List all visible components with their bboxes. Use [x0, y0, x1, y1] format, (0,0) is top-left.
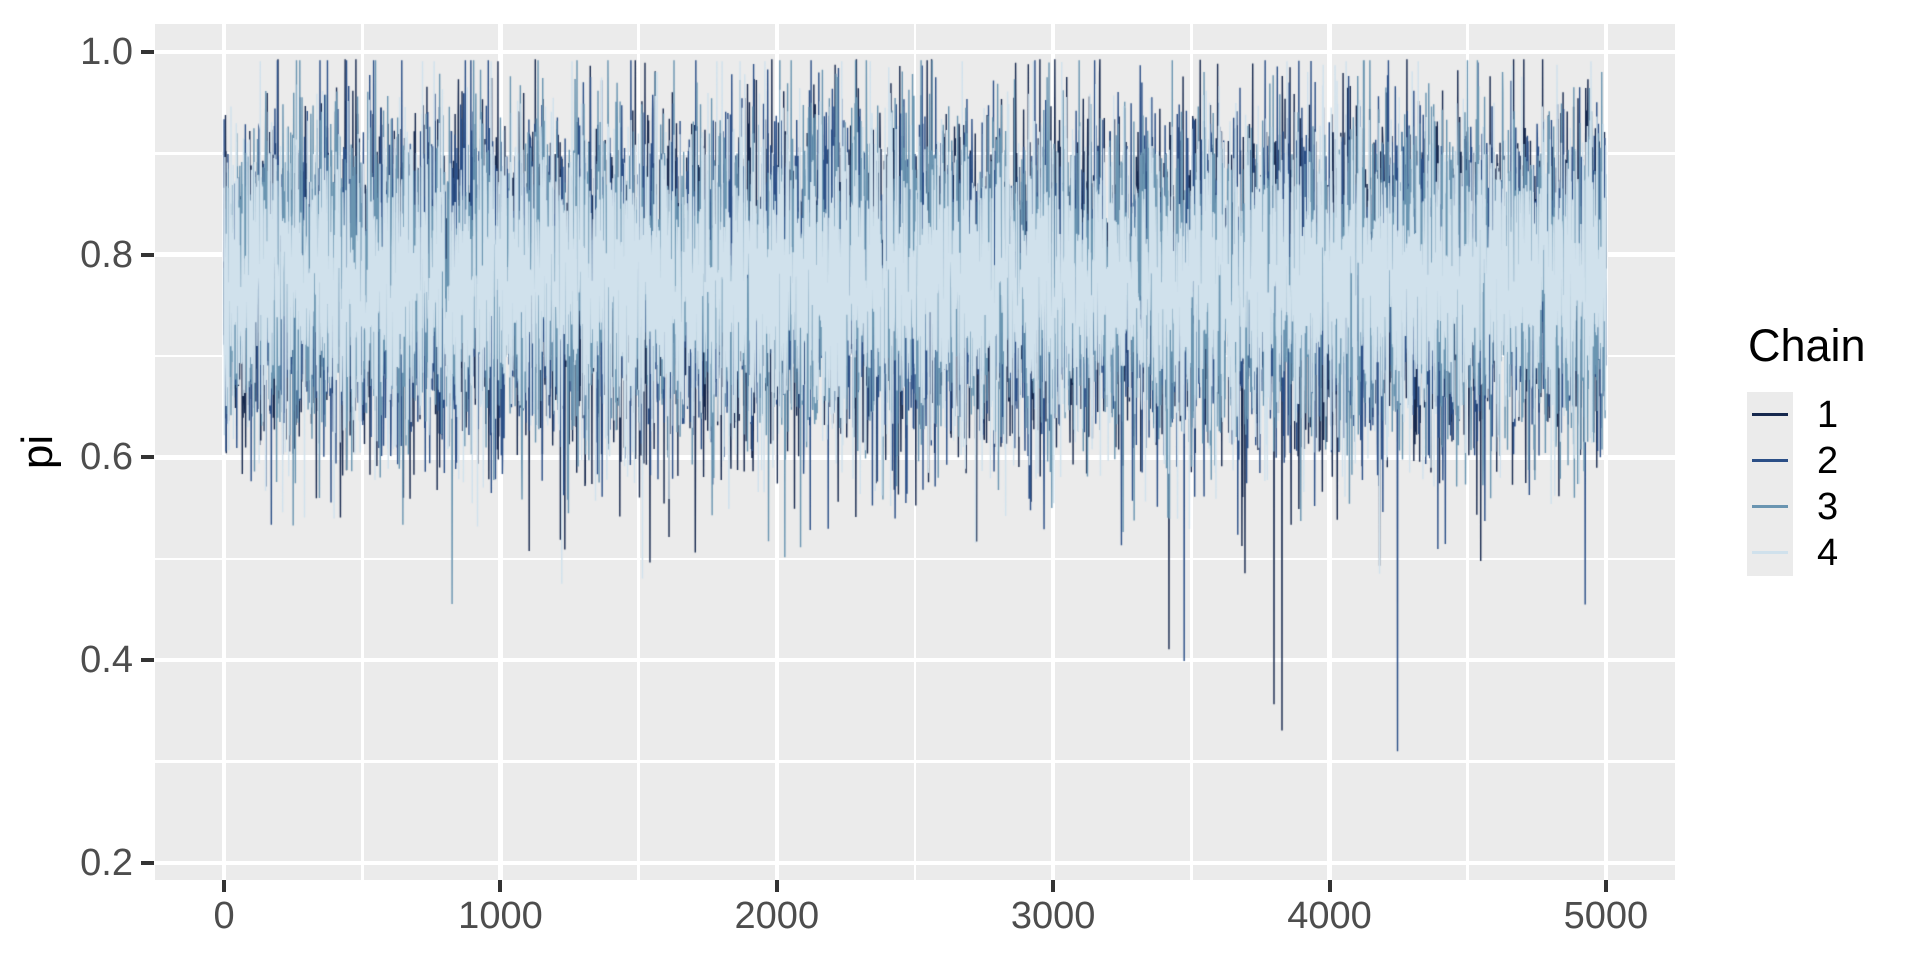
legend-label: 1: [1817, 394, 1839, 436]
x-tick-mark: [222, 880, 227, 892]
y-tick-label: 0.6: [80, 436, 133, 479]
legend-item: 1: [1747, 392, 1866, 438]
x-tick-mark: [498, 880, 503, 892]
y-tick-mark: [141, 455, 154, 460]
x-tick-label: 3000: [1010, 895, 1096, 937]
x-tick-mark: [774, 880, 779, 892]
legend-item: 3: [1747, 484, 1866, 530]
trace-canvas: [155, 24, 1675, 880]
x-tick-label: 4000: [1287, 895, 1372, 937]
x-tick-mark: [1051, 880, 1056, 892]
plot-panel: [155, 24, 1675, 880]
legend-key: [1747, 438, 1793, 484]
y-tick-mark: [141, 860, 154, 865]
legend-label: 4: [1817, 532, 1839, 574]
x-tick-label: 5000: [1563, 895, 1649, 937]
y-tick-label: 0.8: [80, 233, 133, 276]
x-tick-mark: [1327, 880, 1332, 892]
legend-line-swatch: [1752, 459, 1788, 462]
legend-title: Chain: [1748, 320, 1866, 371]
y-tick-label: 0.2: [80, 841, 133, 884]
y-tick-mark: [141, 252, 154, 257]
legend-label: 2: [1817, 440, 1839, 482]
y-tick-mark: [141, 658, 154, 663]
legend-item: 4: [1747, 530, 1866, 576]
legend-line-swatch: [1752, 505, 1788, 508]
legend-label: 3: [1817, 486, 1839, 528]
x-tick-label: 0: [213, 895, 235, 937]
x-tick-label: 2000: [734, 895, 820, 937]
legend-key: [1747, 392, 1793, 438]
legend-key: [1747, 530, 1793, 576]
y-tick-label: 1.0: [80, 31, 133, 74]
y-tick-label: 0.4: [80, 639, 133, 682]
legend-item: 2: [1747, 438, 1866, 484]
y-tick-mark: [141, 50, 154, 55]
legend-key: [1747, 484, 1793, 530]
x-tick-mark: [1603, 880, 1608, 892]
legend-line-swatch: [1752, 413, 1788, 416]
x-tick-label: 1000: [458, 895, 543, 937]
legend-line-swatch: [1752, 551, 1788, 554]
